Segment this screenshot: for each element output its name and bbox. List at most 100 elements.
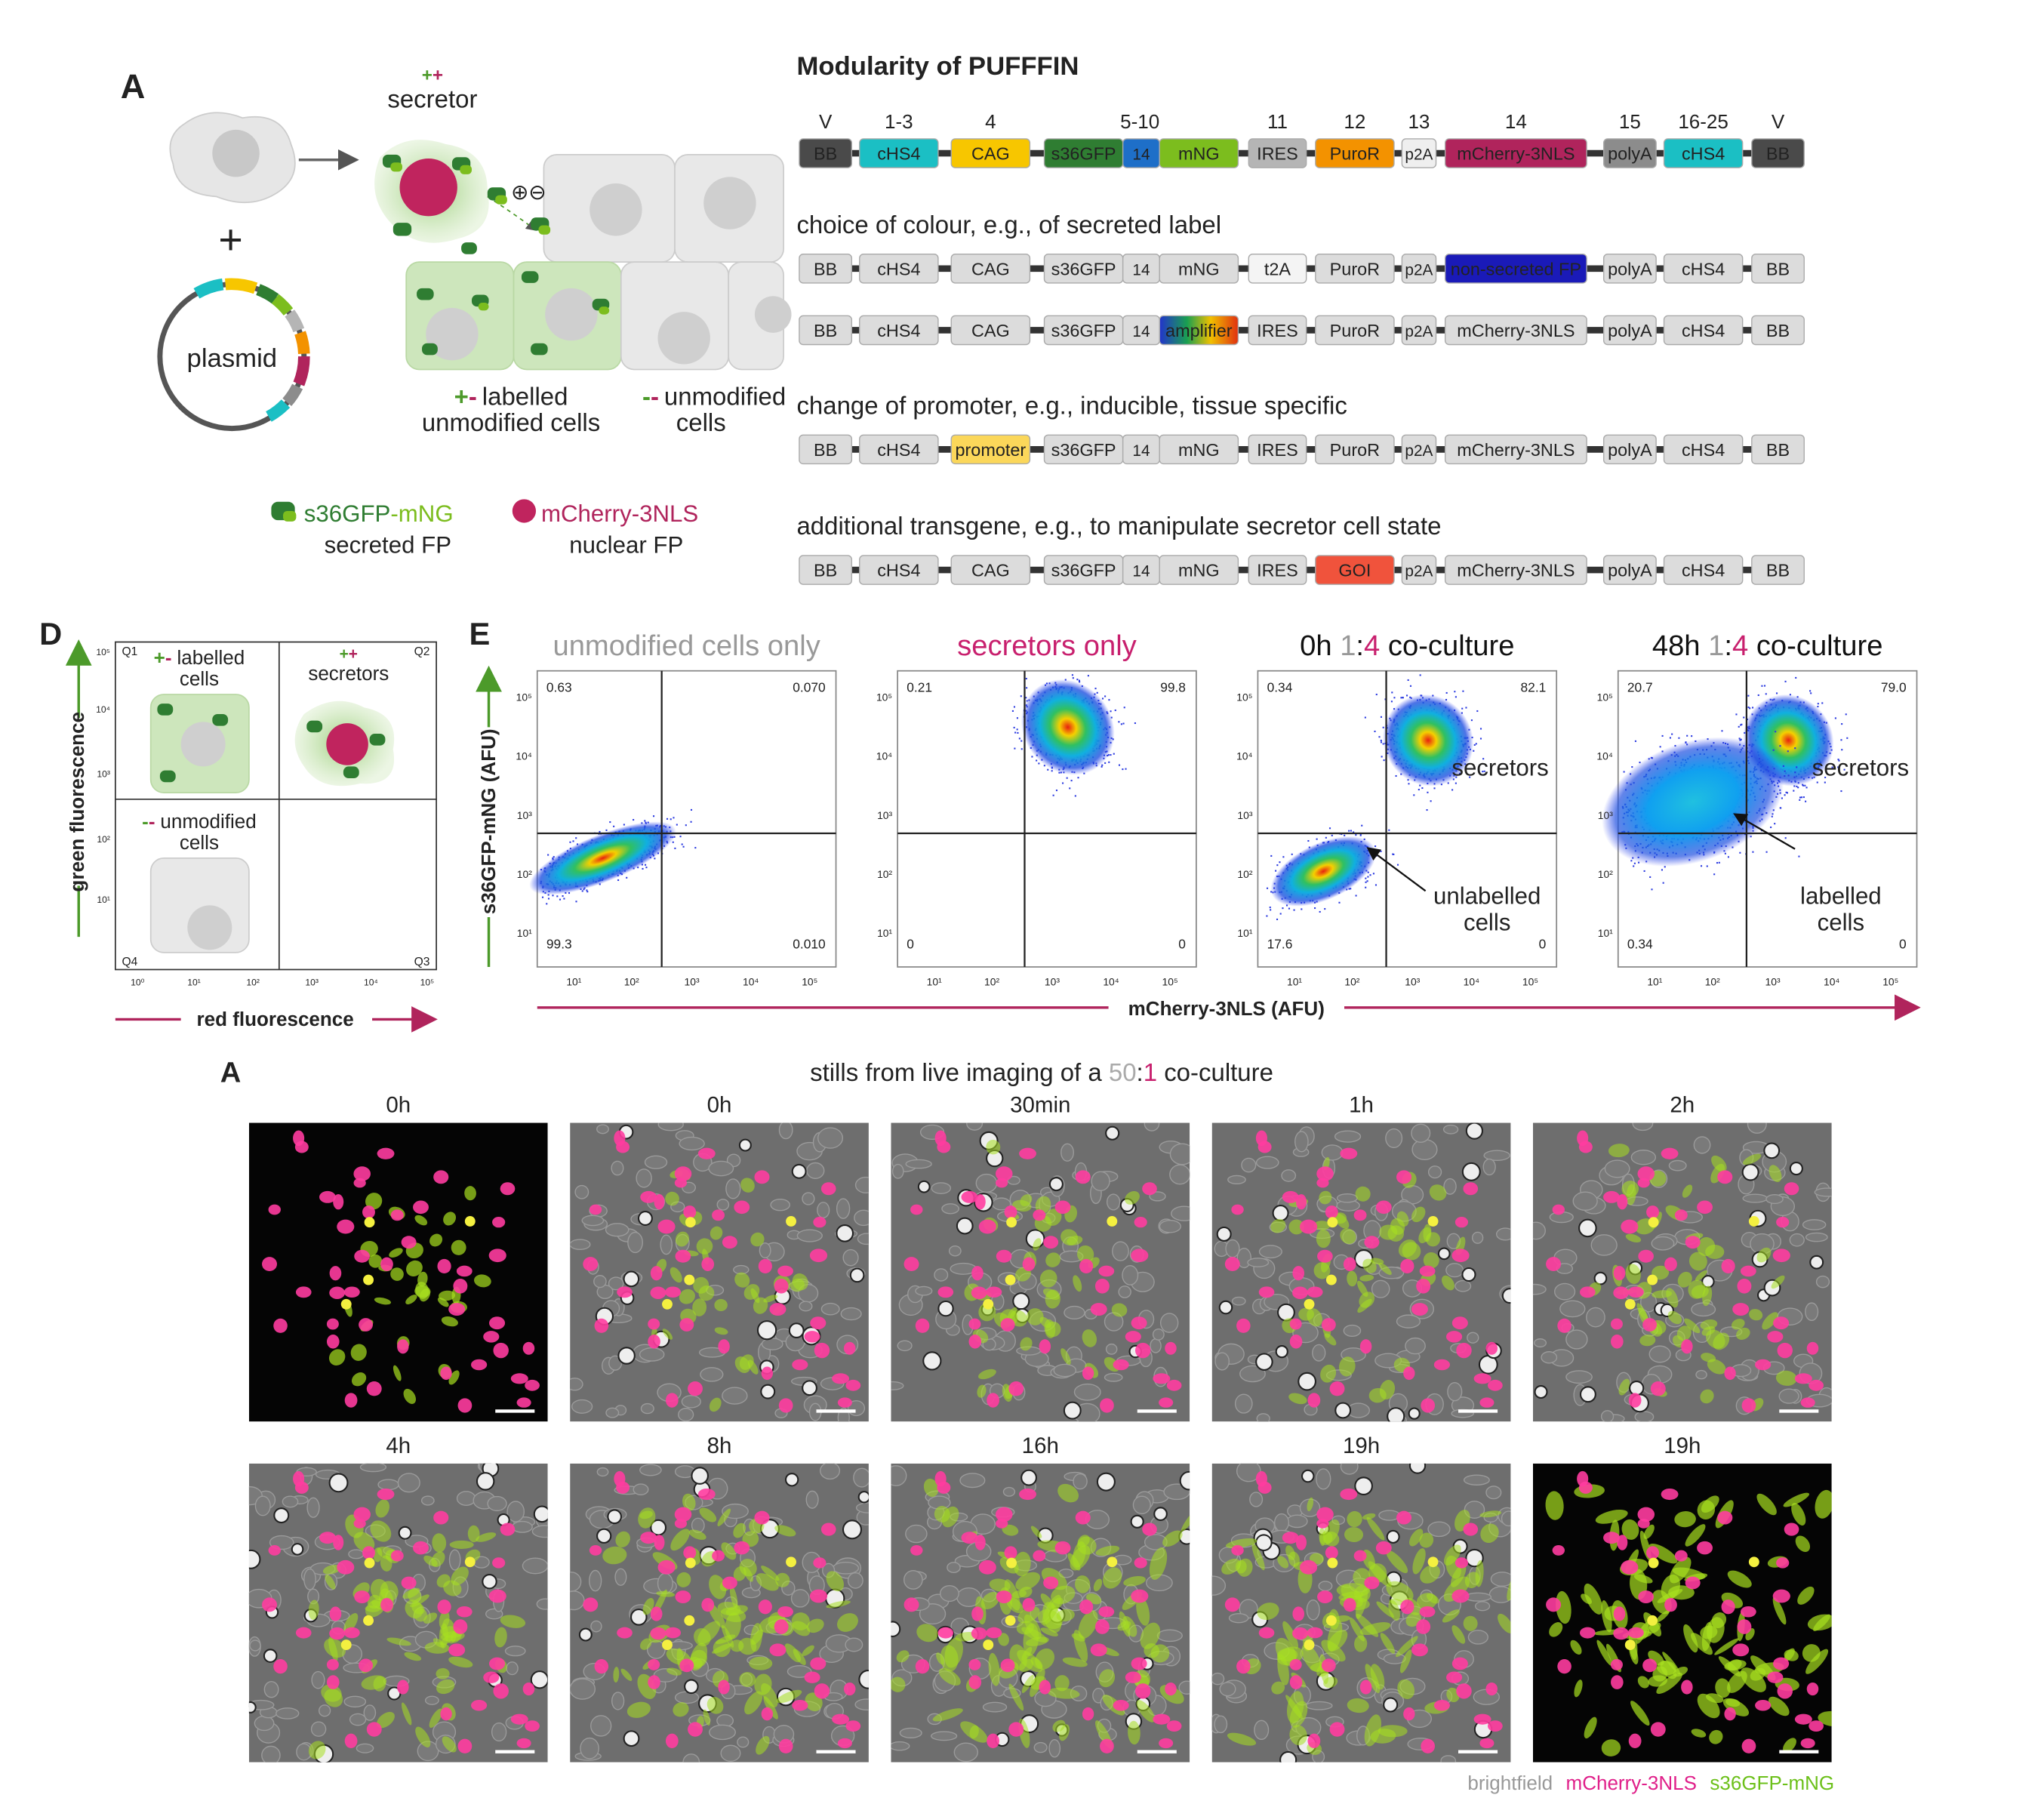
nucleus [1289,1318,1302,1330]
bf-cell [1565,1370,1593,1384]
part [799,555,853,585]
event-dot [1364,716,1366,719]
event-dot [1840,739,1842,741]
event-dot [1706,865,1708,867]
part-label: IRES [1257,440,1298,460]
gfp-signal [750,1232,765,1247]
sign-part: + [433,66,443,86]
part-label: mCherry-3NLS [1457,321,1575,340]
event-dot [1451,789,1454,791]
gfp-signal [665,1191,679,1206]
bf-cell [570,1239,591,1251]
event-dot [1419,674,1421,676]
legend-part: mCherry-3NLS [541,500,698,527]
nucleus [650,1266,663,1281]
bf-cell [1648,1345,1671,1363]
event-dot [1727,856,1729,858]
title-part: 1 [1144,1058,1157,1086]
event-dot [1276,864,1279,867]
event-dot [1797,787,1799,789]
secretor-spot [1427,1216,1439,1227]
sign: - [142,810,149,833]
bf-cell [1742,1193,1768,1203]
event-dot [1108,699,1110,701]
event-dot [1785,791,1787,793]
event-dot [1483,770,1485,772]
nucleus [814,1342,830,1359]
x-tick-label: 10³ [1045,975,1060,987]
gfp-signal [1625,1264,1641,1285]
event-dot [1348,830,1350,832]
event-dot [1623,771,1625,773]
part [1248,138,1307,168]
event-dot [1350,830,1352,832]
y-tick-label: 10⁵ [876,691,892,704]
quadrant-value: 17.6 [1267,937,1293,952]
event-dot [1353,831,1355,833]
event-dot [681,843,683,845]
event-dot [1282,907,1284,910]
event-dot [1482,758,1485,760]
nucleus [774,1278,789,1294]
gfp-signal [414,1215,428,1226]
event-dot [1633,862,1636,864]
part-label: non-secreted FP [1451,260,1581,279]
y-tick-label: 10³ [1598,809,1613,821]
nucleus [665,1286,682,1298]
secretor-spot [1006,1217,1017,1228]
gfp-signal [390,1267,404,1281]
event-dot [1100,765,1103,768]
label: cells [180,667,219,690]
bf-round-cell [1534,1384,1548,1399]
bf-cell [1778,1388,1799,1404]
part [859,434,939,465]
event-dot [1639,762,1641,764]
gfp-signal [714,1298,728,1312]
part-label: mCherry-3NLS [1457,440,1575,460]
event-dot [1661,869,1663,871]
gfp-signal [1067,1236,1083,1245]
bf-cell [1405,1337,1426,1355]
event-dot [1784,794,1786,796]
event-dot [1473,744,1476,746]
event-dot [633,819,635,821]
label-bg [1108,994,1344,1021]
nucleus [1125,1331,1141,1343]
nucleus [1043,1236,1059,1249]
event-dot [1772,749,1775,751]
event-dot [1104,695,1107,697]
gfp-signal [351,1372,367,1387]
event-dot [1718,861,1720,864]
event-dot [1101,764,1104,766]
bf-cell [1802,1219,1827,1230]
label-bg [52,718,105,886]
nucleus [1451,1248,1470,1263]
gfp-signal [1411,1206,1426,1223]
event-dot [1786,792,1788,794]
plus: + [218,217,242,263]
x-tick-label: 10⁰ [131,977,145,987]
bf-cell [854,1176,869,1193]
event-dot [1799,799,1801,801]
nucleus [1255,1130,1267,1147]
event-dot [1817,706,1819,708]
event-dot [1413,794,1415,796]
nucleus [968,1318,981,1330]
secretor-spot [340,1298,352,1310]
label: plasmid [187,344,278,373]
event-dot [586,889,588,891]
event-dot [1331,834,1333,836]
nucleus [986,1286,1002,1298]
label: -- unmodified [642,382,786,410]
event-dot [546,903,548,905]
label: cells [180,831,219,854]
position-label: 15 [1619,110,1641,133]
event-dot [1795,676,1797,679]
part [1751,315,1805,346]
bf-cell [1231,1296,1246,1306]
part [1602,254,1657,284]
event-dot [1426,808,1428,811]
nucleus [1456,1342,1472,1359]
event-dot [1408,783,1410,785]
x-tick-label: 10⁵ [420,977,435,987]
